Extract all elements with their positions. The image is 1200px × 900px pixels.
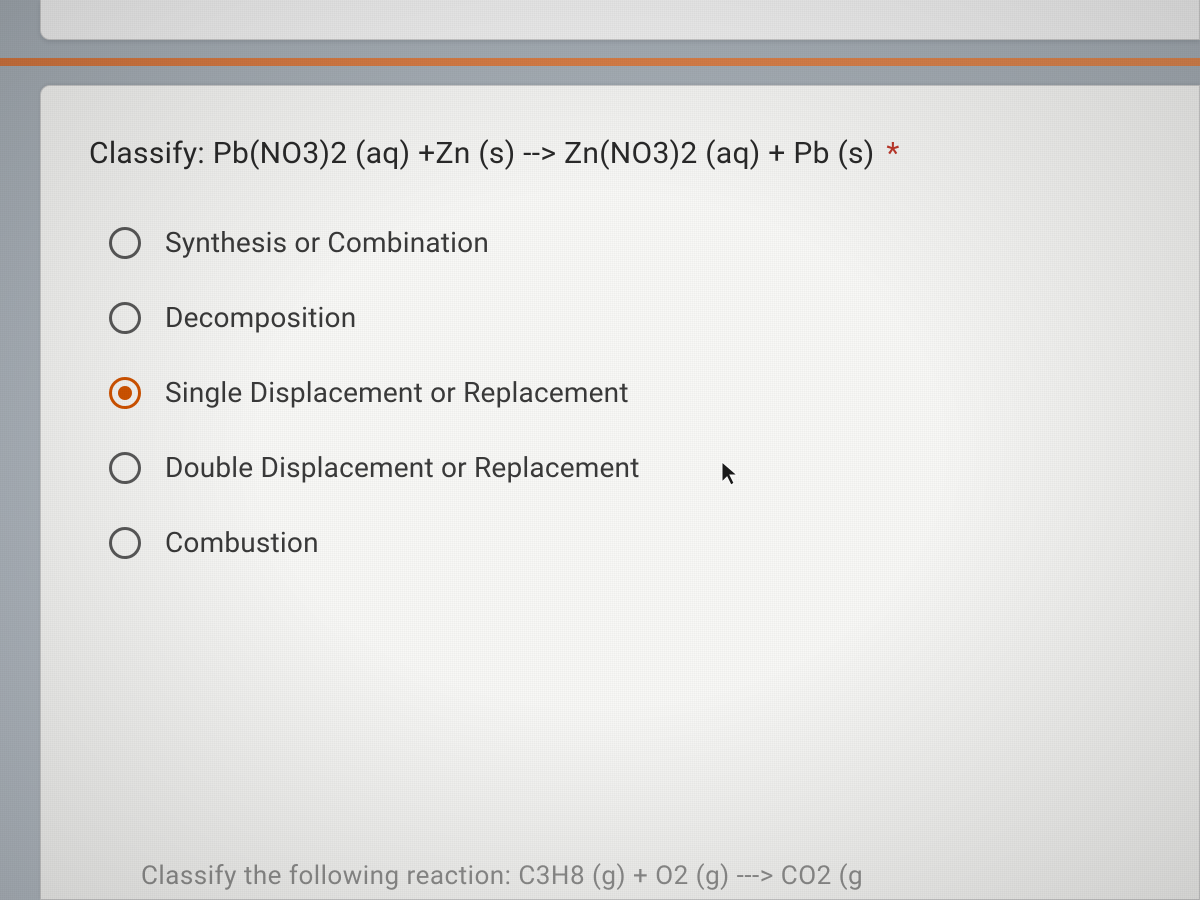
radio-button[interactable] xyxy=(109,302,141,334)
question-text-content: Classify: Pb(NO3)2 (aq) +Zn (s) --> Zn(N… xyxy=(89,136,875,171)
option-label: Single Displacement or Replacement xyxy=(165,376,629,409)
option-label: Decomposition xyxy=(165,301,356,334)
option-combustion[interactable]: Combustion xyxy=(109,526,1169,559)
radio-inner-dot xyxy=(118,386,132,400)
previous-card-bottom xyxy=(40,0,1200,40)
radio-button[interactable] xyxy=(109,452,141,484)
options-list: Synthesis or Combination Decomposition S… xyxy=(89,226,1169,559)
question-prompt: Classify: Pb(NO3)2 (aq) +Zn (s) --> Zn(N… xyxy=(89,136,1169,171)
option-synthesis[interactable]: Synthesis or Combination xyxy=(109,226,1169,259)
option-label: Double Displacement or Replacement xyxy=(165,451,640,484)
question-card: Classify: Pb(NO3)2 (aq) +Zn (s) --> Zn(N… xyxy=(40,85,1200,900)
radio-button[interactable] xyxy=(109,377,141,409)
radio-button[interactable] xyxy=(109,527,141,559)
required-asterisk: * xyxy=(886,136,899,171)
option-label: Synthesis or Combination xyxy=(165,226,489,259)
option-single-displacement[interactable]: Single Displacement or Replacement xyxy=(109,376,1169,409)
radio-button[interactable] xyxy=(109,227,141,259)
cursor-icon xyxy=(720,460,740,488)
section-separator xyxy=(0,58,1200,66)
option-label: Combustion xyxy=(165,526,319,559)
option-decomposition[interactable]: Decomposition xyxy=(109,301,1169,334)
option-double-displacement[interactable]: Double Displacement or Replacement xyxy=(109,451,1169,484)
next-question-partial: Classify the following reaction: C3H8 (g… xyxy=(141,861,1199,891)
